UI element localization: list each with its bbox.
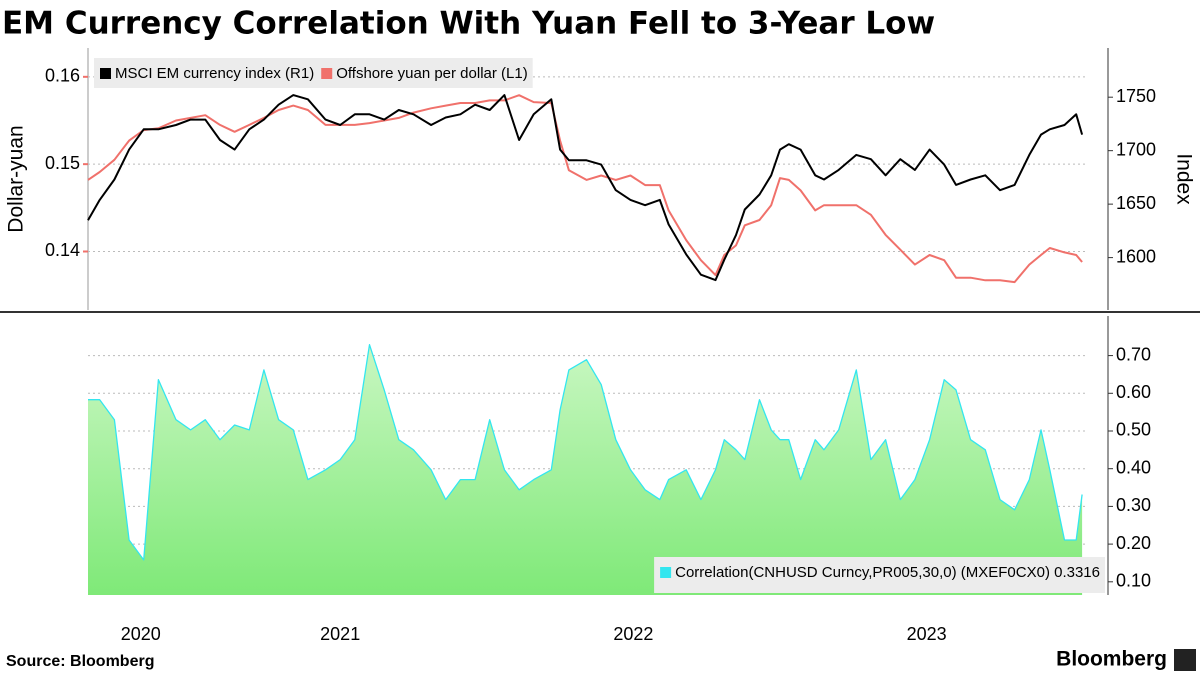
- legend-swatch: [100, 68, 111, 79]
- y-tick-label: 0.30: [1116, 495, 1151, 515]
- y-tick-label: 0.10: [1116, 571, 1151, 591]
- brand-icon: [1174, 649, 1196, 671]
- legend: MSCI EM currency index (R1) Offshore yuan…: [94, 58, 533, 88]
- line: [87, 94, 1083, 284]
- y-tick-label: 0.40: [1116, 457, 1151, 477]
- x-tick-label: 2023: [907, 624, 947, 644]
- legend-swatch: [660, 567, 672, 578]
- y2-tick-label: 1700: [1116, 139, 1156, 159]
- legend-label: Correlation(CNHUSD Curncy,PR005,30,0) (M…: [675, 564, 1100, 581]
- y-axis-label: Dollar-yuan: [5, 125, 28, 232]
- y-tick-label: 0.60: [1116, 382, 1151, 402]
- legend-background: [654, 557, 1105, 593]
- y2-tick-label: 1750: [1116, 86, 1156, 106]
- y2-tick-label: 1600: [1116, 246, 1156, 266]
- area: [88, 344, 1083, 595]
- legend-background: [94, 58, 533, 88]
- chart-title: EM Currency Correlation With Yuan Fell t…: [2, 6, 935, 42]
- y-tick-label: 0.50: [1116, 420, 1151, 440]
- y-tick-label: 0.20: [1116, 533, 1151, 553]
- line: [88, 344, 1083, 561]
- legend-label: MSCI EM currency index (R1): [115, 65, 314, 82]
- y-tick-label: 0.14: [45, 240, 80, 260]
- legend-label: Offshore yuan per dollar (L1): [336, 65, 528, 82]
- y-tick-label: 0.16: [45, 66, 80, 86]
- source: Source: Bloomberg: [6, 653, 154, 670]
- legend-swatch: [321, 68, 333, 79]
- x-tick-label: 2022: [613, 624, 653, 644]
- y-tick-label: 0.15: [45, 153, 80, 173]
- y-tick-label: 0.70: [1116, 344, 1151, 364]
- line: [87, 94, 1084, 282]
- legend: Correlation(CNHUSD Curncy,PR005,30,0) (M…: [654, 557, 1105, 593]
- x-tick-label: 2020: [121, 624, 161, 644]
- y2-tick-label: 1650: [1116, 193, 1156, 213]
- x-tick-label: 2021: [320, 624, 360, 644]
- brand: Bloomberg: [1056, 648, 1167, 671]
- y2-axis-label: Index: [1172, 153, 1195, 205]
